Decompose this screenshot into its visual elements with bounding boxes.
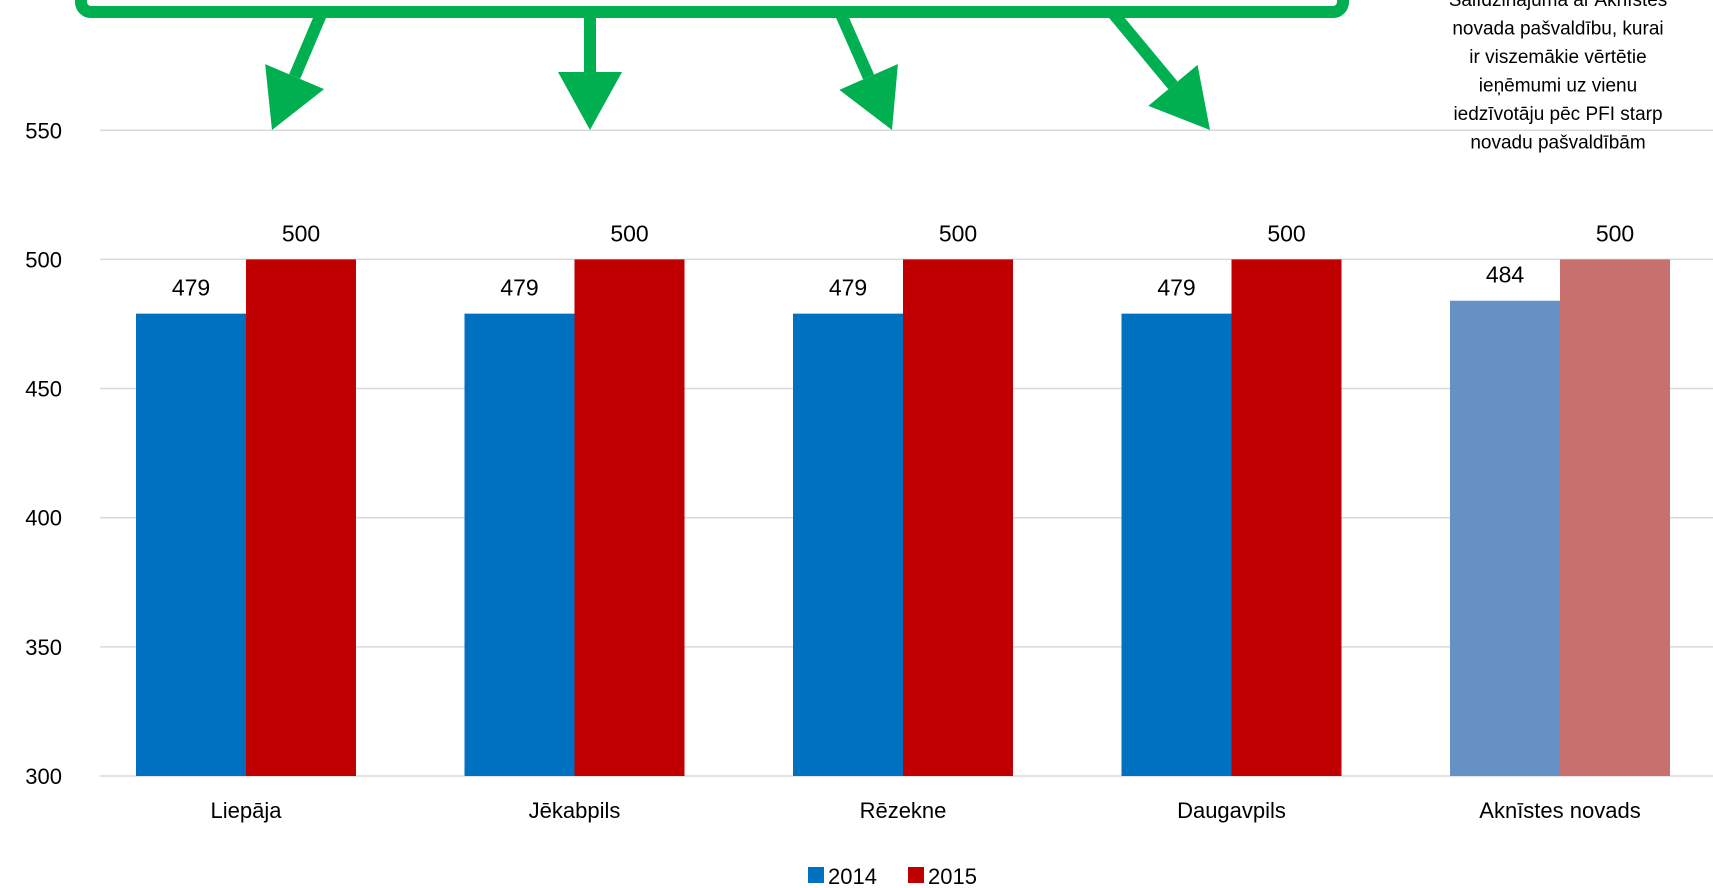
- annotation-line: ieņēmumi uz vienu: [1479, 76, 1637, 97]
- bar-2015-1: [574, 259, 685, 776]
- bar-2015-3: [1231, 259, 1342, 776]
- y-tick-label: 450: [25, 377, 62, 402]
- annotation: Salīdzinājumā ar Aknīstes novada pašvaldī…: [1449, 0, 1668, 154]
- data-label-2014-0: 479: [172, 275, 210, 301]
- legend-swatch-2015: [908, 867, 924, 883]
- arrow-head-3: [1148, 64, 1210, 130]
- x-tick-label: Jēkabpils: [529, 798, 621, 823]
- x-tick-label: Daugavpils: [1177, 798, 1286, 823]
- annotation-line: Salīdzinājumā ar Aknīstes: [1449, 0, 1668, 11]
- data-label-2015-3: 500: [1267, 220, 1305, 246]
- data-label-2015-1: 500: [610, 220, 648, 246]
- data-labels: 479 500 479 500 479 500 479 500 484 500: [172, 220, 1634, 300]
- callout-box: [75, 0, 1349, 18]
- data-label-2014-1: 479: [500, 275, 538, 301]
- annotation-line: novada pašvaldību, kurai: [1452, 19, 1663, 40]
- data-label-2015-2: 500: [939, 220, 977, 246]
- bars: [136, 259, 1670, 776]
- bar-2015-4: [1560, 259, 1670, 776]
- legend-label-2015: 2015: [928, 864, 977, 888]
- y-tick-label: 500: [25, 247, 62, 272]
- annotation-line: novadu pašvaldībām: [1470, 133, 1645, 154]
- bar-2014-1: [464, 313, 575, 776]
- data-label-2015-4: 500: [1596, 220, 1634, 246]
- legend-label-2014: 2014: [828, 864, 877, 888]
- data-label-2014-3: 479: [1157, 275, 1195, 301]
- annotation-line: iedzīvotāju pēc PFI starp: [1453, 104, 1662, 125]
- bar-2014-2: [793, 313, 903, 776]
- arrow-head-0: [265, 64, 325, 130]
- bar-2015-2: [903, 259, 1013, 776]
- data-label-2014-4: 484: [1486, 262, 1525, 288]
- arrow-shaft-3: [1107, 8, 1178, 90]
- data-label-2014-2: 479: [829, 275, 867, 301]
- legend-swatch-2014: [808, 867, 824, 883]
- legend: 2014 2015: [808, 864, 977, 888]
- bar-2014-0: [136, 313, 246, 776]
- arrow-head-1: [558, 72, 622, 130]
- data-label-2015-0: 500: [282, 220, 320, 246]
- arrow-shaft-0: [289, 9, 328, 79]
- callout-arrows: [265, 8, 1210, 130]
- bar-2014-4: [1450, 300, 1560, 776]
- bar-2014-3: [1121, 313, 1232, 776]
- y-axis-tick-labels: 300 350 400 450 500 550: [25, 118, 62, 789]
- arrow-head-2: [839, 64, 898, 130]
- x-tick-label: Liepāja: [211, 798, 283, 823]
- y-tick-label: 400: [25, 506, 62, 531]
- x-axis-tick-labels: Liepāja Jēkabpils Rēzekne Daugavpils Aknīste…: [211, 798, 1641, 823]
- bar-2015-0: [246, 259, 356, 776]
- y-tick-label: 550: [25, 118, 62, 143]
- y-tick-label: 350: [25, 635, 62, 660]
- y-tick-label: 300: [25, 764, 62, 789]
- x-tick-label: Aknīstes novads: [1479, 798, 1640, 823]
- arrow-shaft-2: [834, 9, 875, 80]
- x-tick-label: Rēzekne: [860, 798, 947, 823]
- annotation-line: ir viszemākie vērtētie: [1469, 47, 1646, 68]
